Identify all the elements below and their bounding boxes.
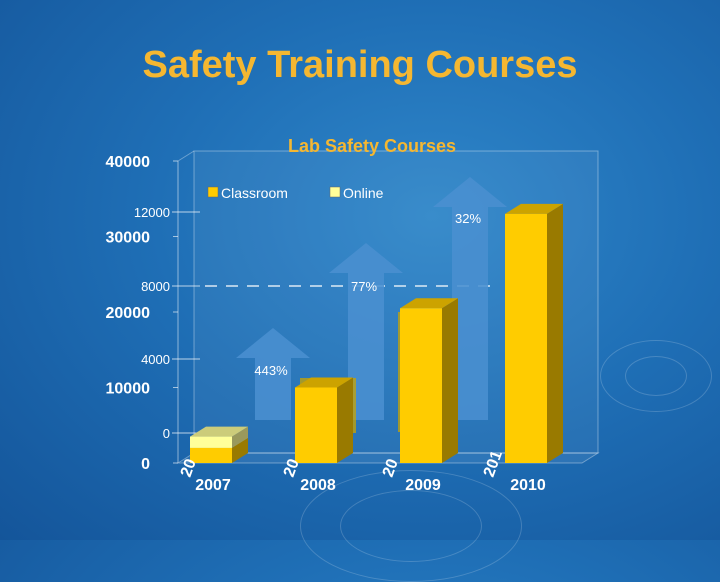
growth-arrow [236, 328, 310, 420]
x-tick-label: 2009 [405, 477, 441, 494]
legend-label: Classroom [221, 185, 288, 201]
ripple-decoration [625, 356, 687, 396]
legend-swatch [207, 186, 219, 198]
bar-top [190, 426, 248, 437]
slide-title: Safety Training Courses [142, 44, 578, 86]
bar-side [337, 377, 353, 463]
growth-arrow [329, 243, 403, 420]
plot-back-wall [193, 150, 599, 454]
ghost-year-label: 20 [178, 457, 200, 480]
bar-side [442, 298, 458, 463]
ripple-decoration [600, 340, 712, 412]
ghost-year-label: 20 [281, 457, 303, 480]
growth-label: 77% [351, 279, 377, 294]
overlay-tick-label: 8000 [141, 279, 170, 294]
y-tick-label: 20000 [106, 305, 151, 322]
plot-floor [176, 452, 600, 464]
bar [190, 436, 232, 448]
ghost-year-label: 20 [380, 457, 402, 480]
x-tick-label: 2008 [300, 477, 336, 494]
legend-label: Online [343, 185, 384, 201]
bar-top [505, 203, 563, 214]
overlay-tick-label: 4000 [141, 352, 170, 367]
bar-top [400, 298, 458, 309]
bar [190, 447, 232, 463]
growth-label: 443% [254, 363, 288, 378]
bar-side [547, 203, 563, 463]
y-tick-label: 10000 [106, 381, 151, 398]
overlay-tick-label: 12000 [134, 205, 170, 220]
legend-swatch [329, 186, 341, 198]
bar [505, 213, 547, 463]
growth-label: 32% [455, 211, 481, 226]
overlay-tick-label: 0 [163, 426, 170, 441]
bar-side [232, 426, 248, 448]
bar-side [232, 437, 248, 463]
bar-top [295, 377, 353, 388]
x-tick-label: 2010 [510, 477, 546, 494]
chart-title: Lab Safety Courses [288, 136, 456, 156]
x-tick-label: 2007 [195, 477, 231, 494]
bar [295, 387, 337, 463]
growth-arrow [433, 177, 507, 420]
y-axis-top-edge [177, 150, 195, 162]
y-tick-label: 40000 [106, 154, 151, 171]
bar [400, 308, 442, 463]
y-tick-label: 30000 [106, 230, 151, 247]
y-tick-label: 0 [141, 456, 150, 473]
